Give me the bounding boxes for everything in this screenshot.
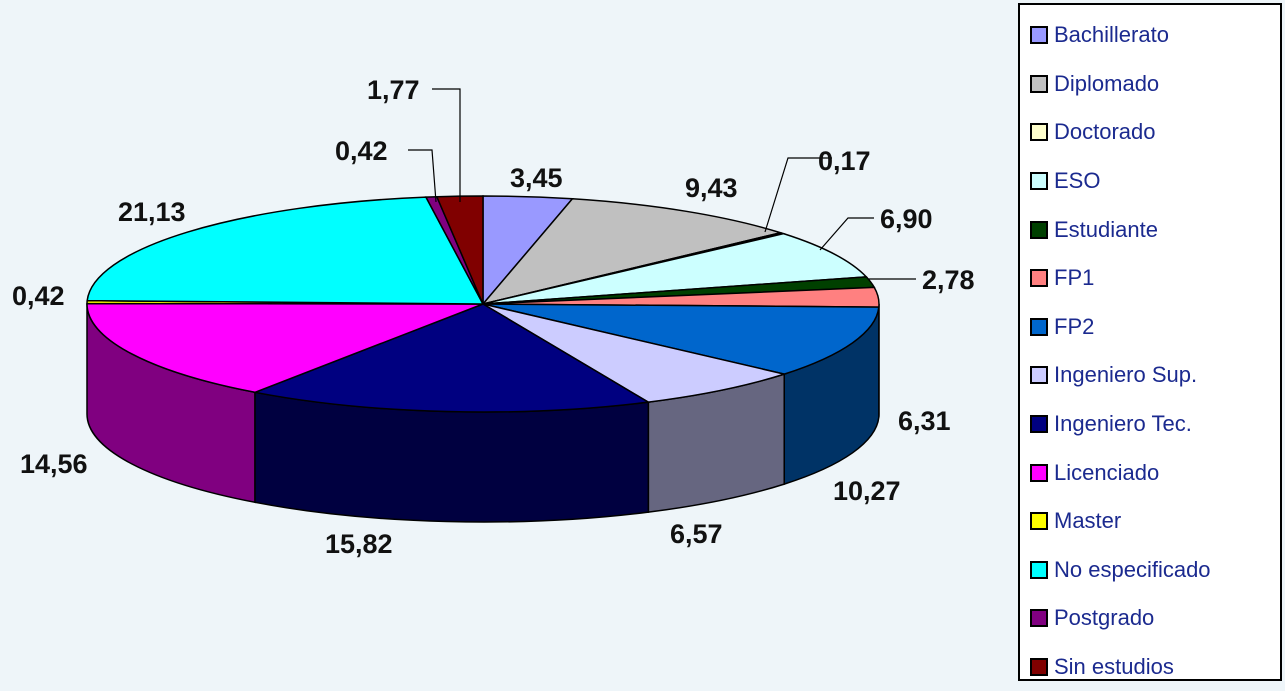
- legend-label: Ingeniero Tec.: [1054, 411, 1192, 437]
- legend-label: Master: [1054, 508, 1121, 534]
- legend-label: ESO: [1054, 168, 1100, 194]
- data-label-doctorado: 0,17: [818, 146, 871, 176]
- leader-line-eso: [820, 218, 874, 250]
- legend-label: Diplomado: [1054, 71, 1159, 97]
- legend-swatch: [1030, 658, 1048, 676]
- legend-swatch: [1030, 123, 1048, 141]
- legend-item-no-especificado: No especificado: [1030, 546, 1280, 595]
- legend-swatch: [1030, 26, 1048, 44]
- data-label-fp1: 2,78: [922, 265, 975, 295]
- legend-swatch: [1030, 464, 1048, 482]
- legend-item-ingeniero-tec: Ingeniero Tec.: [1030, 400, 1280, 449]
- legend-swatch: [1030, 172, 1048, 190]
- legend-item-doctorado: Doctorado: [1030, 108, 1280, 157]
- legend-swatch: [1030, 609, 1048, 627]
- legend-swatch: [1030, 221, 1048, 239]
- data-label-ingeniero-sup: 6,57: [670, 519, 723, 549]
- leader-line-postgrado: [408, 150, 436, 202]
- data-label-extra-0: 6,31: [898, 406, 951, 436]
- leader-line-sin-estudios: [432, 89, 460, 202]
- data-label-fp2: 10,27: [833, 476, 901, 506]
- legend-label: Estudiante: [1054, 217, 1158, 243]
- legend-item-ingeniero-sup: Ingeniero Sup.: [1030, 351, 1280, 400]
- legend-swatch: [1030, 366, 1048, 384]
- data-label-postgrado: 0,42: [335, 136, 388, 166]
- legend-label: FP2: [1054, 314, 1094, 340]
- data-label-diplomado: 9,43: [685, 173, 738, 203]
- legend-item-bachillerato: Bachillerato: [1030, 11, 1280, 60]
- legend-item-postgrado: Postgrado: [1030, 594, 1280, 643]
- pie-chart: 3,45 9,43 0,17 6,90 2,78 10,27 6,57 15,82 14,56 0…: [0, 0, 1020, 683]
- legend-label: Doctorado: [1054, 119, 1156, 145]
- legend-label: Postgrado: [1054, 605, 1154, 631]
- legend-item-diplomado: Diplomado: [1030, 60, 1280, 109]
- legend-item-estudiante: Estudiante: [1030, 205, 1280, 254]
- legend-swatch: [1030, 512, 1048, 530]
- legend-item-eso: ESO: [1030, 157, 1280, 206]
- data-label-sin-estudios: 1,77: [367, 75, 420, 105]
- chart-legend: Bachillerato Diplomado Doctorado ESO Estudia…: [1018, 3, 1282, 681]
- data-label-master: 0,42: [12, 281, 65, 311]
- data-label-no-especificado: 21,13: [118, 197, 186, 227]
- legend-item-fp2: FP2: [1030, 303, 1280, 352]
- data-label-licenciado: 14,56: [20, 449, 88, 479]
- data-label-eso: 6,90: [880, 204, 933, 234]
- legend-label: No especificado: [1054, 557, 1211, 583]
- legend-item-master: Master: [1030, 497, 1280, 546]
- legend-item-sin-estudios: Sin estudios: [1030, 643, 1280, 691]
- legend-label: Bachillerato: [1054, 22, 1169, 48]
- legend-swatch: [1030, 415, 1048, 433]
- legend-label: Ingeniero Sup.: [1054, 362, 1197, 388]
- legend-swatch: [1030, 318, 1048, 336]
- legend-swatch: [1030, 75, 1048, 93]
- data-label-bachillerato: 3,45: [510, 163, 563, 193]
- legend-swatch: [1030, 269, 1048, 287]
- legend-swatch: [1030, 561, 1048, 579]
- data-label-ingeniero-tec: 15,82: [325, 529, 393, 559]
- legend-label: FP1: [1054, 265, 1094, 291]
- legend-label: Licenciado: [1054, 460, 1159, 486]
- legend-label: Sin estudios: [1054, 654, 1174, 680]
- legend-item-fp1: FP1: [1030, 254, 1280, 303]
- legend-item-licenciado: Licenciado: [1030, 448, 1280, 497]
